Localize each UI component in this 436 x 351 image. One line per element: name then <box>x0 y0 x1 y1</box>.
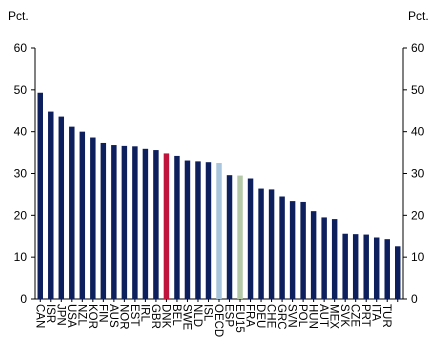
category-label: DEU <box>254 304 266 328</box>
bar <box>289 201 296 299</box>
bar <box>90 137 96 299</box>
y-tick-label-left: 30 <box>14 167 28 181</box>
bar <box>184 160 191 299</box>
category-labels: CANISRJPNUSANZLKORFINAUSNORESTIRLGBRDNKB… <box>33 304 392 337</box>
bar <box>142 148 149 299</box>
bar <box>216 163 222 299</box>
bar <box>395 246 401 299</box>
category-label: EU15 <box>233 304 245 333</box>
y-tick-label-right: 20 <box>411 208 425 222</box>
left-unit-label: Pct. <box>8 9 29 23</box>
bar <box>174 155 180 299</box>
y-tick-label-right: 0 <box>411 292 418 306</box>
category-label: IRL <box>138 304 150 323</box>
category-label: POL <box>296 304 308 328</box>
y-tick-label-left: 60 <box>14 41 28 55</box>
y-tick-label-right: 10 <box>411 250 425 264</box>
bar <box>163 153 170 299</box>
bar <box>331 219 338 299</box>
y-tick-label-right: 40 <box>411 125 425 139</box>
y-tick-label-left: 10 <box>14 250 28 264</box>
category-label: ITA <box>370 304 382 321</box>
category-label: GRC <box>275 304 287 330</box>
bar <box>79 131 86 299</box>
category-label: ESP <box>223 304 235 327</box>
category-label: PRT <box>359 304 371 327</box>
y-tick-label-right: 50 <box>411 83 425 97</box>
bar <box>310 211 317 299</box>
bar <box>226 175 233 299</box>
bar <box>58 116 65 300</box>
bar <box>205 162 212 299</box>
category-label: NOR <box>117 304 129 330</box>
category-label: SVK <box>338 304 350 327</box>
bar <box>100 142 107 299</box>
bar <box>300 201 306 299</box>
bar <box>342 233 348 299</box>
category-label: NZL <box>75 304 87 326</box>
bar <box>247 178 254 299</box>
category-label: TUR <box>380 304 392 328</box>
bars <box>37 92 401 300</box>
category-label: BEL <box>170 304 182 326</box>
category-label: CAN <box>33 304 45 328</box>
category-label: AUT <box>317 304 329 327</box>
bar <box>195 161 201 299</box>
category-label: USA <box>65 304 77 328</box>
category-label: SWE <box>180 304 192 331</box>
bar <box>153 150 159 299</box>
category-label: SVN <box>286 304 298 328</box>
bar <box>121 145 128 299</box>
category-label: CHE <box>265 304 277 329</box>
category-label: NLD <box>191 304 203 327</box>
y-tick-label-left: 50 <box>14 83 28 97</box>
category-label: DNK <box>159 304 171 329</box>
bar <box>237 175 243 299</box>
axes: 0 0 10 10 20 20 30 30 40 40 50 50 60 60 <box>14 41 425 306</box>
category-label: GBR <box>149 304 161 329</box>
category-label: MEX <box>328 304 340 329</box>
category-label: OECD <box>212 304 224 337</box>
right-unit-label: Pct. <box>408 9 429 23</box>
category-label: AUS <box>107 304 119 328</box>
bar <box>111 145 117 299</box>
category-label: HUN <box>307 304 319 329</box>
y-tick-label-right: 30 <box>411 167 425 181</box>
category-label: KOR <box>86 304 98 329</box>
bar <box>37 92 43 300</box>
bar <box>363 234 369 299</box>
bar <box>321 217 327 299</box>
bar <box>373 237 380 299</box>
y-tick-label-left: 0 <box>20 292 27 306</box>
category-label: ISR <box>44 304 56 323</box>
category-label: FIN <box>96 304 108 323</box>
bar <box>132 146 138 299</box>
category-label: FRA <box>244 304 256 327</box>
category-label: JPN <box>54 304 66 326</box>
category-label: CZE <box>349 304 361 327</box>
y-tick-label-left: 20 <box>14 208 28 222</box>
y-tick-label-left: 40 <box>14 125 28 139</box>
bar <box>69 126 75 299</box>
category-label: ISL <box>201 304 213 322</box>
category-label: EST <box>128 304 140 326</box>
bar <box>258 188 264 299</box>
bar <box>279 196 285 299</box>
y-tick-label-right: 60 <box>411 41 425 55</box>
bar <box>352 234 359 299</box>
bar <box>268 189 275 299</box>
bar <box>48 111 54 299</box>
bar <box>384 239 390 299</box>
